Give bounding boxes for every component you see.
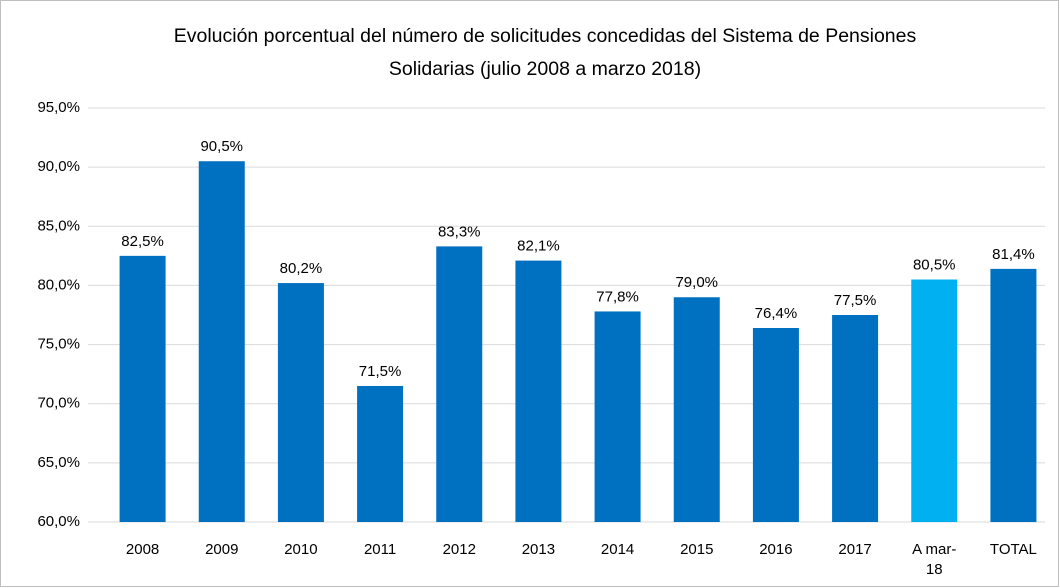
data-label: 76,4% [755,305,798,322]
bar [911,279,958,522]
x-tick-label: 2016 [759,541,793,558]
data-label: 71,5% [359,363,402,380]
x-tick-label: 2011 [363,541,397,558]
x-tick-label: 2013 [521,541,556,558]
data-label: 77,8% [596,288,639,305]
bar [832,315,879,522]
bar [594,311,641,522]
x-tick-label: 2008 [125,541,160,558]
data-label: 82,5% [121,233,164,250]
y-tick-label: 95,0% [37,99,80,116]
data-label: 79,0% [675,274,718,291]
x-tick-label: TOTAL [989,541,1037,558]
bar [119,255,166,522]
chart-title: Evolución porcentual del número de solic… [173,25,917,80]
x-tick-label: 2009 [205,541,239,558]
bar [752,328,799,522]
bar [277,283,324,522]
x-tick-label: 2010 [284,541,318,558]
y-tick-label: 70,0% [37,395,80,412]
bar [436,246,483,522]
data-label: 83,3% [438,223,481,240]
y-tick-label: 85,0% [37,217,80,234]
data-label: 80,2% [280,260,323,277]
y-tick-label: 60,0% [37,513,80,530]
data-label: 82,1% [517,238,560,255]
data-label: 81,4% [992,246,1035,263]
x-tick-label: 2017 [838,541,872,558]
x-tick-label: 2015 [680,541,714,558]
data-label: 90,5% [200,138,243,155]
y-tick-label: 80,0% [37,276,80,293]
data-label: 80,5% [913,256,956,273]
data-label: 77,5% [834,292,877,309]
bar [990,268,1037,522]
y-tick-label: 75,0% [37,336,80,353]
bar [357,385,404,522]
bar [198,161,245,522]
x-tick-label: 2014 [600,541,635,558]
bar [673,297,720,522]
x-tick-label: 2012 [442,541,476,558]
x-tick-label: A mar-18 [912,541,957,578]
bar [515,260,562,522]
y-tick-label: 90,0% [37,158,80,175]
y-tick-label: 65,0% [37,454,80,471]
